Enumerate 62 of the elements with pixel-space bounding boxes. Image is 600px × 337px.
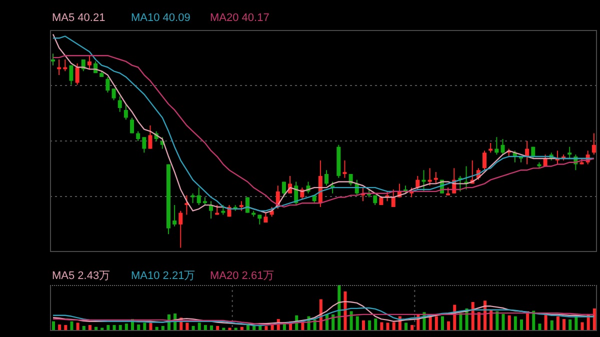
bar [514, 316, 517, 331]
bar [143, 322, 146, 331]
candlestick [434, 172, 438, 184]
candlestick [258, 214, 262, 225]
bar [76, 322, 80, 331]
bar [496, 311, 499, 331]
candlestick [118, 96, 122, 112]
candlestick [172, 204, 177, 227]
bar [502, 314, 505, 331]
candlestick [428, 168, 432, 186]
bar [477, 312, 480, 331]
candlestick [342, 160, 347, 178]
bar [440, 316, 444, 331]
series-label: MA5 40.21 [52, 12, 106, 24]
bar [550, 320, 554, 331]
candlestick [51, 53, 55, 66]
bar [556, 316, 560, 331]
candlestick [500, 138, 505, 156]
candlestick [568, 146, 572, 159]
candlestick [221, 204, 226, 216]
candlestick [391, 189, 396, 208]
text: MA20 2.61万 [210, 269, 276, 283]
candlestick [148, 124, 152, 150]
candlestick [112, 88, 116, 101]
candlestick [142, 136, 146, 154]
candlestick [494, 136, 499, 156]
candlestick [136, 130, 140, 142]
candlestick [324, 170, 328, 186]
candlestick [422, 170, 426, 192]
candlestick [178, 210, 183, 248]
bar [386, 322, 390, 331]
candlestick [124, 104, 128, 120]
bar [568, 320, 572, 331]
text: MA10 2.21万 [131, 269, 196, 283]
bar [198, 322, 201, 331]
candlestick [75, 62, 80, 86]
text: MA10 40.09 [131, 12, 192, 24]
candlestick [196, 187, 201, 206]
candlestick [209, 200, 214, 220]
bar [374, 318, 378, 331]
bar [368, 320, 372, 331]
text: MA5 2.43万 [52, 269, 112, 283]
bar [562, 319, 566, 331]
candlestick [482, 150, 487, 171]
bar [508, 315, 511, 331]
candlestick [106, 76, 110, 93]
candlestick [190, 192, 195, 204]
candlestick [592, 132, 596, 156]
bar [520, 320, 523, 331]
candlestick [69, 64, 74, 86]
bar [404, 322, 408, 331]
candlestick [130, 117, 134, 134]
text: MA20 40.17 [210, 12, 270, 24]
candlestick [87, 55, 92, 70]
bar [362, 320, 365, 331]
bar [434, 316, 438, 331]
bar [186, 322, 189, 331]
bar [356, 316, 359, 331]
candlestick [416, 175, 420, 190]
candlestick [239, 200, 244, 212]
candlestick [282, 181, 286, 198]
bar [592, 308, 596, 331]
